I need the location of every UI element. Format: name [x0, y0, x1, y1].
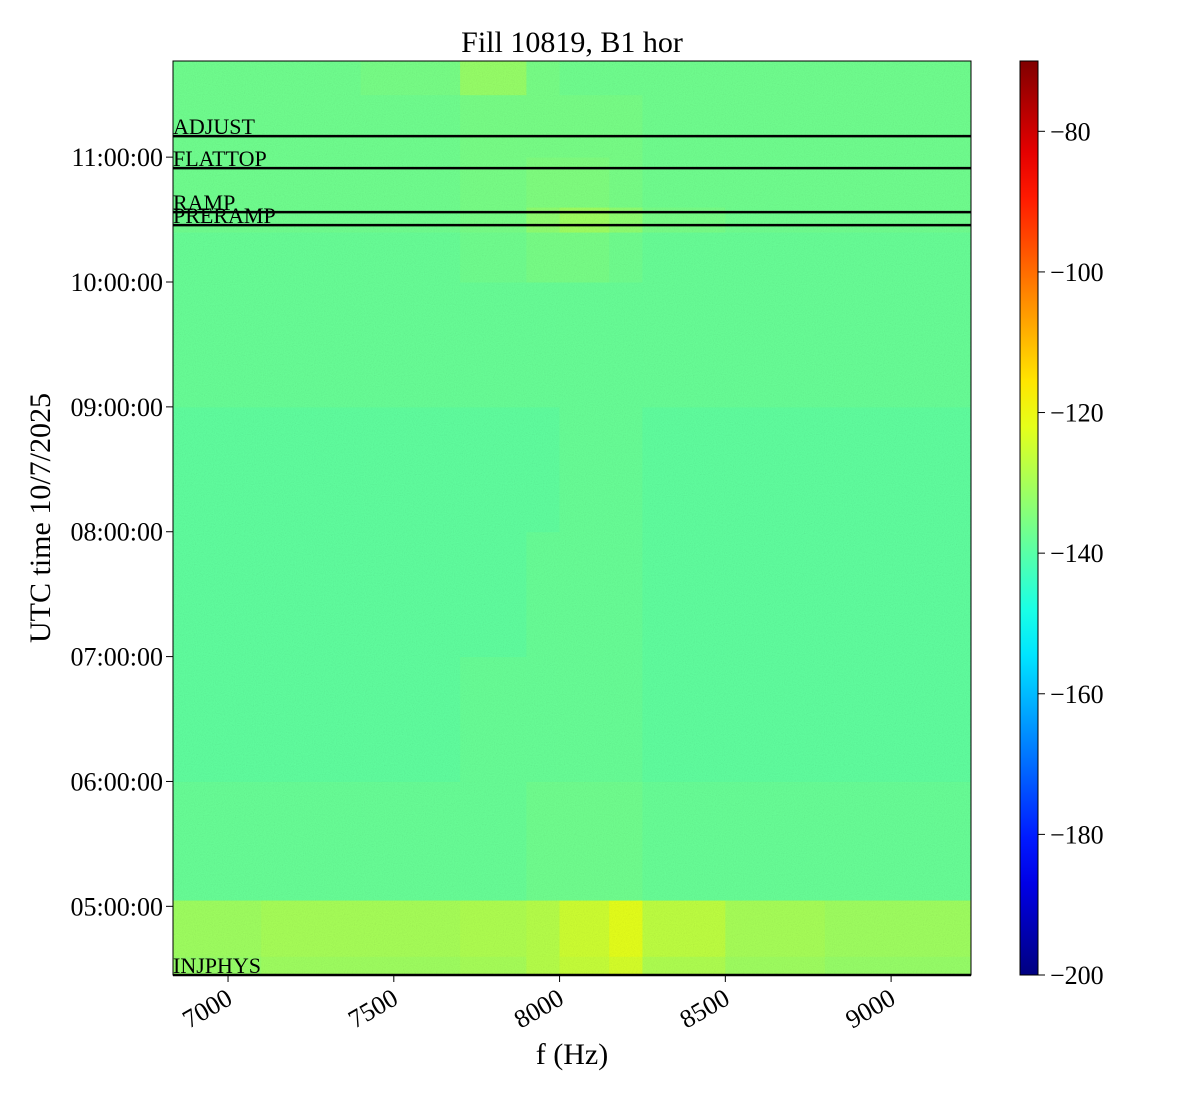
- colorbar-tick-label: −160: [1050, 680, 1104, 709]
- colorbar-tick-label: −100: [1050, 258, 1104, 287]
- plot-frame: [172, 60, 972, 976]
- y-tick-label: 07:00:00: [71, 643, 163, 672]
- x-tick-label: 7500: [343, 983, 403, 1034]
- y-tick-label: 05:00:00: [71, 892, 163, 921]
- x-tick-label: 7000: [178, 983, 238, 1034]
- colorbar: [1019, 60, 1039, 976]
- colorbar-tick-label: −140: [1050, 539, 1104, 568]
- noise-texture: [173, 61, 971, 975]
- x-tick-label: 8000: [509, 983, 569, 1034]
- x-axis-label: f (Hz): [536, 1038, 608, 1071]
- colorbar-tick-label: −180: [1050, 820, 1104, 849]
- y-tick-label: 11:00:00: [72, 143, 163, 172]
- x-tick-label: 9000: [841, 983, 901, 1034]
- y-tick-label: 08:00:00: [71, 518, 163, 547]
- y-tick-label: 06:00:00: [71, 767, 163, 796]
- colorbar-tick-label: −80: [1050, 117, 1091, 146]
- phase-label: RAMP: [173, 190, 235, 215]
- colorbar-tick-label: −120: [1050, 399, 1104, 428]
- phase-label: PRERAMP: [173, 203, 276, 228]
- x-tick-label: 8500: [675, 983, 735, 1034]
- colorbar-tick-label: −200: [1050, 961, 1104, 990]
- phase-label: INJPHYS: [173, 953, 261, 978]
- y-tick-label: 10:00:00: [71, 268, 163, 297]
- phase-label: ADJUST: [173, 114, 255, 139]
- chart-title: Fill 10819, B1 hor: [461, 26, 683, 59]
- y-axis-label: UTC time 10/7/2025: [24, 393, 57, 643]
- phase-label: FLATTOP: [173, 146, 267, 171]
- y-tick-label: 09:00:00: [71, 393, 163, 422]
